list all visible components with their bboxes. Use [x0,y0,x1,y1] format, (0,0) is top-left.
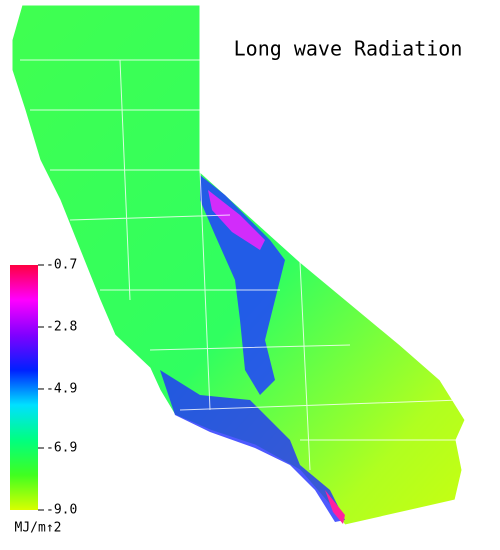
sierra-peak [208,190,265,250]
colorbar-tick-label: -4.9 [46,381,77,396]
colorbar-tick-label: -2.8 [46,319,77,334]
colorbar-tick-label: -6.9 [46,441,77,456]
county-lines [20,59,461,471]
colorbar-unit: MJ/m↑2 [15,521,62,536]
colorbar [10,265,38,510]
map-title: Long wave Radiation [234,37,463,61]
california [11,4,466,526]
coast-band [160,370,345,522]
colorbar-tick-label: -9.0 [46,503,77,518]
coast-edge [325,490,345,524]
colorbar-tick-label: -0.7 [46,258,77,273]
sierra-band [200,175,285,395]
